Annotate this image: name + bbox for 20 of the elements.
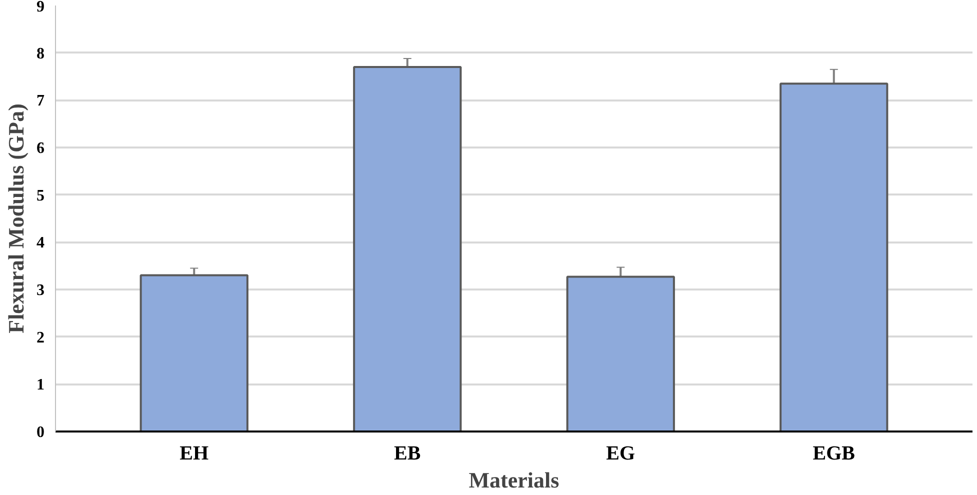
bar [353, 66, 462, 432]
y-tick-label: 8 [36, 45, 44, 62]
x-tick-label: EGB [812, 442, 856, 464]
y-tick-label: 7 [36, 92, 44, 110]
y-tick-label: 1 [36, 376, 44, 394]
x-tick-label: EH [180, 442, 210, 464]
y-tick-label: 3 [36, 282, 44, 299]
y-axis-title: Flexural Modulus (GPa) [4, 104, 28, 334]
bar [140, 274, 248, 432]
y-tick-label: 5 [36, 187, 44, 204]
y-tick-label: 0 [36, 424, 44, 441]
x-tick-label: EG [606, 442, 636, 464]
x-tick-label: EB [394, 442, 421, 464]
y-tick-label: 4 [36, 234, 44, 252]
y-tick-label: 9 [36, 0, 44, 16]
x-axis-title: Materials [468, 468, 560, 492]
bar [780, 82, 888, 432]
y-tick-label: 2 [36, 329, 44, 346]
bar [566, 276, 675, 432]
y-tick-label: 6 [36, 140, 44, 157]
